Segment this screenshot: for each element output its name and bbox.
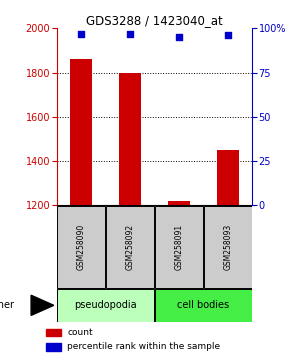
Text: GSM258093: GSM258093 (223, 224, 232, 270)
Polygon shape (31, 295, 54, 315)
Text: cell bodies: cell bodies (177, 300, 229, 310)
Text: GSM258091: GSM258091 (174, 224, 183, 270)
Bar (70, 59, 92, 205)
Title: GDS3288 / 1423040_at: GDS3288 / 1423040_at (86, 14, 223, 27)
Bar (57, 289, 154, 322)
Bar (57, 206, 105, 288)
Bar (217, 150, 239, 205)
Point (79, 31, 83, 36)
Point (226, 33, 230, 38)
Bar (46, 343, 61, 351)
Bar (46, 329, 61, 336)
Bar (168, 201, 190, 205)
Text: GSM258092: GSM258092 (126, 224, 135, 270)
Text: pseudopodia: pseudopodia (74, 300, 137, 310)
Point (177, 34, 181, 40)
Point (128, 31, 132, 36)
Bar (119, 73, 141, 205)
Bar (155, 289, 252, 322)
Bar (106, 206, 154, 288)
Bar (155, 206, 203, 288)
Text: percentile rank within the sample: percentile rank within the sample (67, 342, 220, 351)
Text: other: other (0, 300, 14, 310)
Text: count: count (67, 328, 93, 337)
Text: GSM258090: GSM258090 (77, 224, 86, 270)
Bar (204, 206, 252, 288)
